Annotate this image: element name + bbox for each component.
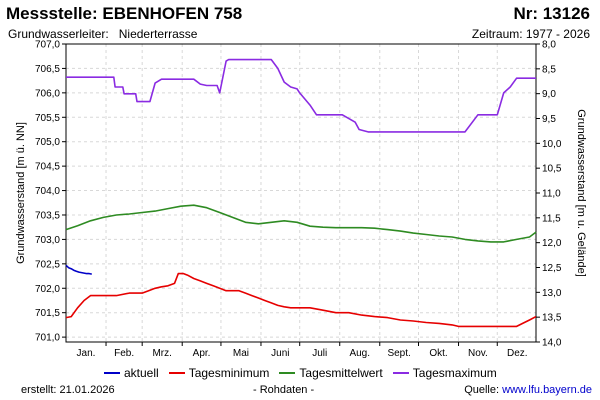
tick-label-x: Juli	[312, 348, 327, 359]
tick-label-x: Nov.	[468, 348, 488, 359]
tick-label-x: Feb.	[114, 348, 134, 359]
legend-label: Tagesmittelwert	[299, 366, 383, 380]
tick-label-right: 13,0	[542, 288, 562, 299]
tick-label-left: 706,0	[35, 88, 60, 99]
tick-label-left: 701,5	[35, 308, 60, 319]
right-axis: 8,0 8,5 9,0 9,5 10,0 10,5 11,0 11,5 12,0 12,5 13,0…	[536, 40, 562, 349]
tick-label-x: Apr.	[193, 348, 211, 359]
legend-swatch	[104, 372, 120, 374]
tick-label-left: 703,0	[35, 235, 60, 246]
aquifer-value: Niederterrasse	[118, 27, 198, 41]
legend-item-tagesminimum: Tagesminimum	[168, 366, 270, 380]
chart-grid	[66, 44, 536, 342]
y-axis-label-left: Grundwasserstand [m ü. NN]	[15, 122, 27, 264]
tick-label-right: 8,5	[542, 64, 556, 75]
chart-legend: aktuell Tagesminimum Tagesmittelwert Tagesm…	[104, 366, 507, 380]
tick-label-right: 8,0	[542, 40, 556, 51]
aquifer-label: Grundwasserleiter:	[8, 27, 109, 41]
tick-label-right: 14,0	[542, 338, 562, 349]
tick-label-right: 11,5	[542, 213, 561, 224]
tick-label-left: 701,0	[35, 333, 60, 344]
x-axis: Jan. Feb. Mrz. Apr. Mai Juni Juli Aug. Sept. Okt.…	[77, 342, 528, 359]
legend-label: Tagesminimum	[188, 366, 270, 380]
period-label: Zeitraum: 1977 - 2026	[471, 27, 590, 41]
tick-label-left: 706,5	[35, 64, 60, 75]
series-line-aktuell	[65, 264, 92, 275]
tick-label-x: Mrz.	[152, 348, 171, 359]
legend-swatch	[392, 372, 409, 374]
aquifer-info: Grundwasserleiter: Niederterrasse	[8, 27, 197, 41]
tick-label-x: Juni	[271, 348, 289, 359]
tick-label-left: 705,0	[35, 137, 60, 148]
tick-label-right: 12,0	[542, 238, 562, 249]
tick-label-left: 702,0	[35, 284, 60, 295]
series-line-tagesmittelwert	[65, 204, 537, 243]
series-line-tagesmaximum	[66, 58, 536, 133]
tick-label-right: 9,5	[542, 114, 556, 125]
tick-label-left: 704,5	[35, 162, 60, 173]
series-line-tagesminimum	[65, 272, 537, 328]
page-title: Messstelle: EBENHOFEN 758	[6, 4, 243, 23]
tick-label-right: 13,5	[542, 313, 562, 324]
legend-item-tagesmaximum: Tagesmaximum	[392, 366, 497, 380]
tick-label-left: 702,5	[35, 259, 60, 270]
tick-label-left: 707,0	[35, 40, 60, 51]
legend-label: aktuell	[124, 366, 159, 380]
tick-label-left: 704,0	[35, 186, 60, 197]
source-link[interactable]: www.lfu.bayern.de	[502, 384, 592, 396]
station-number: Nr: 13126	[513, 4, 590, 23]
tick-label-right: 10,0	[542, 139, 562, 150]
legend-label: Tagesmaximum	[412, 366, 497, 380]
tick-label-right: 11,0	[542, 189, 561, 200]
tick-label-x: Jan.	[77, 348, 96, 359]
y-axis-label-right: Grundwasserstand [m u. Gelände]	[575, 109, 587, 277]
tick-label-right: 9,0	[542, 89, 556, 100]
tick-label-x: Aug.	[349, 348, 370, 359]
tick-label-left: 703,5	[35, 210, 60, 221]
created-date: erstellt: 21.01.2026	[21, 384, 115, 396]
legend-swatch	[279, 372, 296, 374]
legend-swatch	[168, 372, 185, 374]
left-axis: 707,0 706,5 706,0 705,5 705,0 704,5 704,0 703,5…	[35, 40, 66, 344]
source-info: Quelle: www.lfu.bayern.de	[464, 384, 592, 396]
source-label: Quelle:	[464, 384, 500, 396]
tick-label-x: Mai	[233, 348, 249, 359]
tick-label-x: Dez.	[507, 348, 528, 359]
tick-label-x: Okt.	[429, 348, 447, 359]
tick-label-left: 705,5	[35, 113, 60, 124]
raw-data-note: - Rohdaten -	[253, 384, 315, 396]
series-layer	[65, 58, 537, 328]
tick-label-right: 12,5	[542, 263, 562, 274]
legend-item-tagesmittelwert: Tagesmittelwert	[279, 366, 383, 380]
tick-label-right: 10,5	[542, 164, 562, 175]
plot-frame	[65, 43, 537, 343]
legend-item-aktuell: aktuell	[104, 366, 159, 380]
tick-label-x: Sept.	[387, 348, 410, 359]
